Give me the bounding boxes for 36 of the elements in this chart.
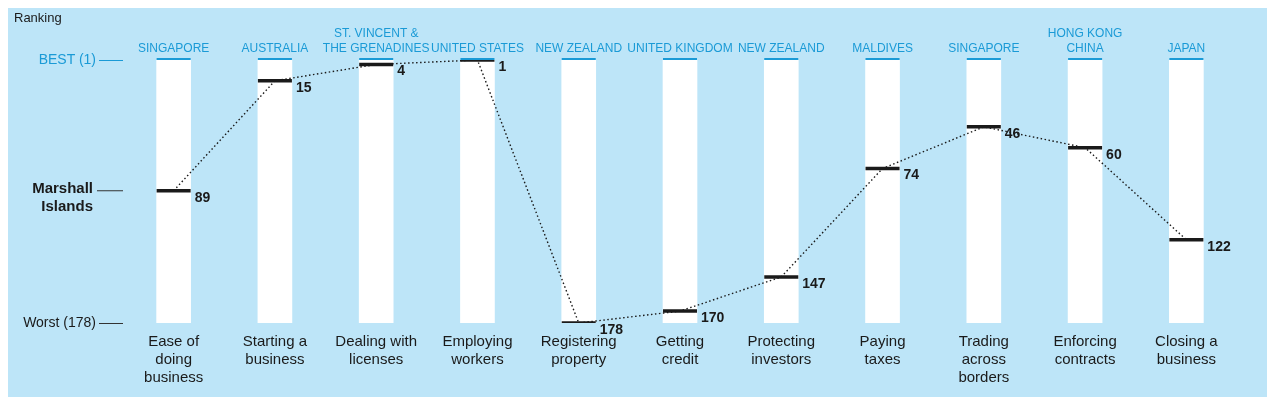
y-tick-label: Worst (178) — [23, 313, 96, 330]
y-axis-title: Ranking — [14, 10, 62, 26]
text: Marshall Islands — [32, 179, 93, 215]
data-label: 4 — [397, 62, 406, 79]
data-label: 15 — [295, 78, 312, 95]
data-label: 178 — [599, 320, 624, 337]
text: NEW ZEALAND — [737, 41, 825, 56]
data-label: 89 — [194, 188, 211, 205]
x-tick-label: Getting credit — [655, 332, 705, 368]
text: SINGAPORE — [948, 41, 1020, 56]
text: HONG KONG CHINA — [1047, 26, 1123, 56]
text: SINGAPORE — [137, 41, 210, 56]
data-label: 46 — [1004, 124, 1021, 141]
x-tick-label: Paying taxes — [859, 332, 906, 368]
text: UNITED KINGDOM — [627, 41, 733, 56]
text: MALDIVES — [852, 41, 913, 56]
text: UNITED STATES — [431, 41, 524, 56]
data-label: 1 — [498, 57, 507, 74]
data-label: 74 — [903, 166, 920, 183]
data-label: 122 — [1207, 237, 1231, 254]
data-label: 60 — [1106, 145, 1122, 162]
x-tick-label: Employing workers — [442, 332, 513, 368]
x-tick-label: Ease of doing business — [144, 332, 204, 386]
x-tick-label: Enforcing contracts — [1053, 332, 1117, 368]
y-tick-label: BEST (1) — [38, 50, 96, 67]
data-label: 147 — [802, 274, 826, 291]
x-tick-label: Protecting investors — [747, 332, 816, 368]
text: JAPAN — [1167, 41, 1206, 56]
x-tick-label: Closing a business — [1155, 332, 1219, 368]
data-label: 170 — [701, 308, 725, 325]
text: NEW ZEALAND — [535, 41, 623, 56]
x-tick-label: Dealing with licenses — [335, 332, 418, 368]
text: ST. VINCENT & THE GRENADINES — [322, 26, 430, 56]
x-tick-label: Starting a business — [242, 332, 308, 368]
text: AUSTRALIA — [241, 41, 309, 56]
x-tick-label: Trading across borders — [958, 332, 1010, 386]
